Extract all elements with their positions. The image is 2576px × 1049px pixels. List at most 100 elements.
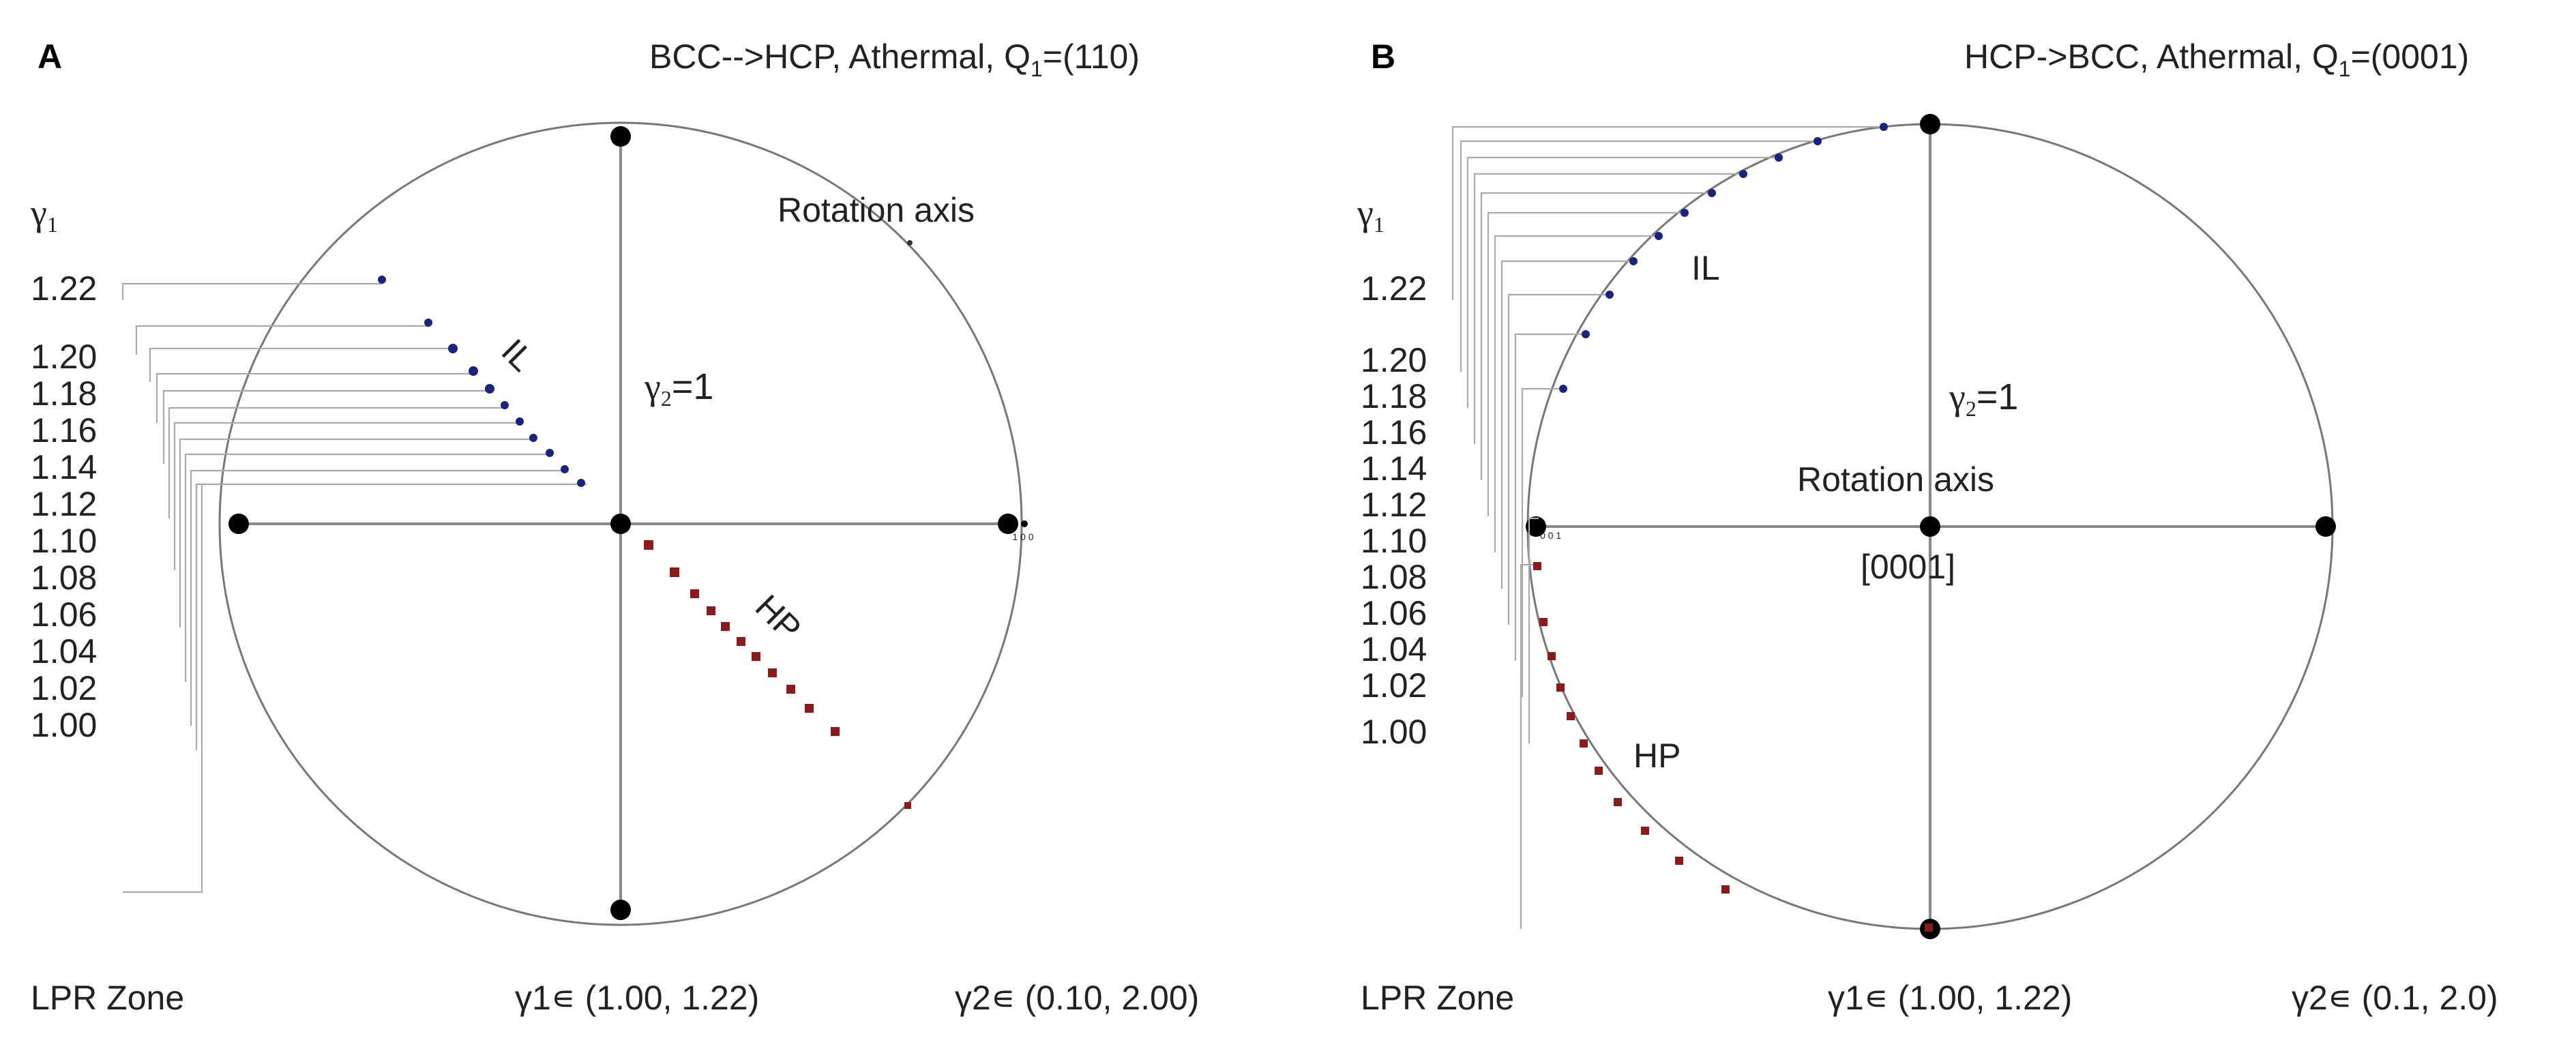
- tick-label: 1.14: [31, 448, 97, 486]
- panel-a-il-leaders: [121, 282, 587, 893]
- tick-label: 1.08: [31, 559, 97, 597]
- panel-b-gamma1-label: γ1: [1357, 192, 1385, 237]
- hp-point: [1641, 827, 1649, 835]
- panel-a-axis-tick-label: 1 0 0: [1012, 531, 1033, 542]
- il-point: [577, 479, 585, 487]
- panel-b-rotation-axis-label: Rotation axis: [1797, 460, 1994, 499]
- tick-label: 1.12: [1361, 486, 1427, 524]
- hp-point: [644, 540, 653, 550]
- panel-a-gamma1-label: γ1: [30, 192, 58, 237]
- tick-label: 1.10: [1361, 522, 1427, 560]
- panel-b-il-leaders: [1451, 125, 1884, 743]
- tick-label: 1.10: [31, 522, 97, 560]
- il-point: [1559, 385, 1567, 393]
- panel-a-hp-points: [644, 540, 911, 809]
- panel-b-hp-label: HP: [1633, 737, 1681, 775]
- il-point: [1708, 189, 1716, 197]
- panel-a-il-points: [378, 276, 585, 487]
- hp-point: [690, 589, 699, 598]
- hp-point: [1580, 739, 1588, 748]
- hp-point: [1925, 924, 1933, 932]
- il-point: [1880, 123, 1888, 131]
- panel-b: B HCP->BCC, Athermal, Q1=(0001) γ1 1.22 …: [1357, 38, 2498, 1017]
- panel-a-hp-label: HP: [748, 587, 809, 648]
- panel-b-pole-top: [1920, 114, 1940, 134]
- hp-point: [1721, 885, 1730, 893]
- il-point: [1775, 153, 1783, 162]
- il-point: [1629, 257, 1638, 265]
- panel-a-axis-dot: [1021, 520, 1028, 527]
- hp-point: [670, 567, 679, 577]
- il-point: [1681, 209, 1689, 217]
- tick-label: 1.16: [1361, 413, 1427, 452]
- hp-point: [786, 685, 795, 694]
- hp-point: [707, 606, 715, 615]
- panel-a-y-tick-labels: 1.22 1.20 1.18 1.16 1.14 1.12 1.10 1.08 …: [31, 269, 97, 744]
- panel-a-title: BCC-->HCP, Athermal, Q1=(110): [649, 38, 1140, 81]
- panel-a-gamma2-label: γ2=1: [644, 366, 713, 411]
- panel-a-footer-zone: LPR Zone: [31, 979, 184, 1017]
- il-point: [1582, 330, 1590, 338]
- il-point: [424, 319, 432, 327]
- hp-point: [1556, 683, 1565, 692]
- panel-b-pole-right: [2315, 516, 2336, 537]
- tick-label: 1.22: [1361, 269, 1427, 308]
- panel-b-footer-gamma1: γ1∊ (1.00, 1.22): [1828, 979, 2072, 1017]
- hp-point: [721, 622, 730, 631]
- panel-a-pole-top: [610, 126, 631, 147]
- panel-letter-a: A: [38, 38, 62, 76]
- tick-label: 1.14: [1361, 449, 1427, 488]
- panel-b-gamma2-label: γ2=1: [1949, 376, 2018, 421]
- tick-label: 1.08: [1361, 558, 1427, 596]
- hp-point: [1539, 618, 1548, 626]
- tick-label: 1.20: [1361, 341, 1427, 379]
- tick-label: 1.18: [1361, 377, 1427, 415]
- il-point: [1655, 232, 1663, 240]
- tick-label: 1.20: [31, 338, 97, 376]
- il-point: [501, 401, 509, 409]
- panel-b-footer-zone: LPR Zone: [1361, 979, 1514, 1017]
- tick-label: 1.06: [31, 595, 97, 634]
- panel-a-footer-gamma1: γ1∊ (1.00, 1.22): [515, 979, 759, 1017]
- panel-a-footer-gamma2: γ2∊ (0.10, 2.00): [955, 979, 1199, 1017]
- tick-label: 1.04: [1361, 630, 1427, 668]
- tick-label: 1.02: [1361, 666, 1427, 705]
- tick-label: 1.06: [1361, 594, 1427, 632]
- tick-label: 1.00: [31, 706, 97, 744]
- hp-point: [1548, 652, 1556, 660]
- il-point: [561, 465, 569, 473]
- panel-b-il-points: [1559, 123, 1888, 393]
- hp-point: [1567, 712, 1575, 720]
- il-point: [516, 417, 524, 426]
- hp-point: [737, 637, 745, 646]
- hp-point: [1614, 798, 1622, 806]
- il-point: [448, 344, 458, 353]
- il-point: [1813, 137, 1822, 145]
- tick-label: 1.04: [31, 632, 97, 670]
- hp-point: [805, 704, 814, 713]
- il-point: [546, 449, 554, 457]
- il-point: [529, 434, 537, 442]
- panel-a: A BCC-->HCP, Athermal, Q1=(110) γ1 1.22 …: [30, 38, 1199, 1017]
- panel-b-center-label: [0001]: [1861, 548, 1955, 586]
- tick-label: 1.02: [31, 669, 97, 707]
- il-point: [1605, 291, 1614, 299]
- tick-label: 1.12: [31, 485, 97, 523]
- panel-b-title: HCP->BCC, Athermal, Q1=(0001): [1964, 38, 2469, 81]
- panel-letter-b: B: [1371, 38, 1395, 76]
- hp-point: [831, 727, 840, 736]
- tick-label: 1.00: [1361, 713, 1427, 751]
- hp-point: [1533, 562, 1541, 570]
- panel-b-pole-center: [1920, 516, 1940, 537]
- hp-point: [1675, 857, 1683, 865]
- il-point: [469, 366, 478, 376]
- hp-point: [768, 668, 777, 677]
- panel-b-axis-tick-label: 0 0 1: [1540, 530, 1561, 541]
- panel-b-il-label: IL: [1691, 249, 1720, 287]
- panel-a-pole-right: [998, 514, 1018, 534]
- panel-a-pole-left: [228, 514, 249, 534]
- panel-a-pole-center: [610, 514, 631, 534]
- panel-b-hp-points: [1533, 562, 1933, 932]
- panel-b-pole-left: [1526, 516, 1546, 537]
